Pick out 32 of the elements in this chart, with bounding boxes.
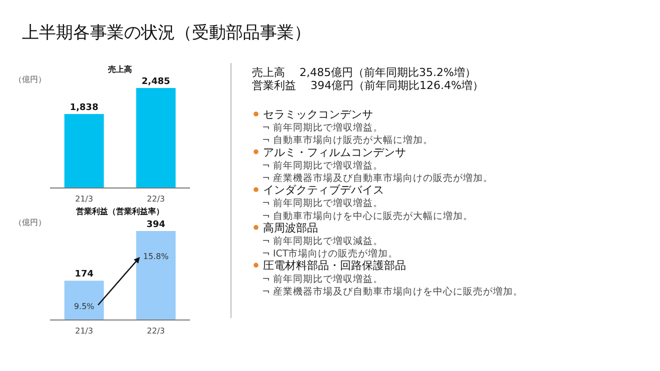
x-tick-label: 22/3 [146,194,165,204]
data-label: 174 [74,270,94,280]
chart-title: 営業利益（営業利益率） [76,206,164,216]
text: ¬ 前年同期比で増収減益。 [262,235,383,247]
text: ¬ 自動車市場向けを中心に販売が大幅に増加。 [262,210,473,222]
text: 圧電材料部品・回路保護部品 [263,259,406,272]
text: 上半期各事業の状況（受動部品事業） [22,23,311,43]
text: ¬ 前年同期比で増収増益。 [262,122,383,134]
annotation: 9.5% [74,302,95,311]
data-label: 394 [146,220,166,230]
chart-title: 売上高 [108,64,132,74]
text: 営業利益 394億円（前年同期比126.4%増） [252,79,484,92]
text: ¬ 自動車市場向け販売が大幅に増加。 [262,134,433,146]
text: ¬ 産業機器市場及び自動車市場向けの販売が増加。 [262,172,493,184]
y-axis-title: （億円） [14,75,46,84]
x-tick-label: 22/3 [146,326,165,336]
data-label: 2,485 [142,77,170,87]
text: ¬ 産業機器市場及び自動車市場向けを中心に販売が増加。 [262,285,523,298]
text: 高周波部品 [263,221,318,234]
text: ¬ 前年同期比で増収増益。 [262,159,383,172]
x-tick-label: 21/3 [75,194,94,204]
text: インダクティブデバイス [263,184,384,197]
data-label: 1,838 [70,103,98,114]
text: セラミックコンデンサ [263,108,373,121]
annotation: 15.8% [143,252,169,261]
text: アルミ・フィルムコンデンサ [263,146,406,159]
text: ¬ 前年同期比で増収増益。 [262,197,383,210]
text: 売上高 2,485億円（前年同期比35.2%増） [252,66,476,79]
text: ¬ 前年同期比で増収増益。 [262,272,383,285]
x-tick-label: 21/3 [75,326,94,336]
text: ¬ ICT市場向けの販売が増加。 [262,248,398,260]
y-axis-title: （億円） [14,218,46,227]
